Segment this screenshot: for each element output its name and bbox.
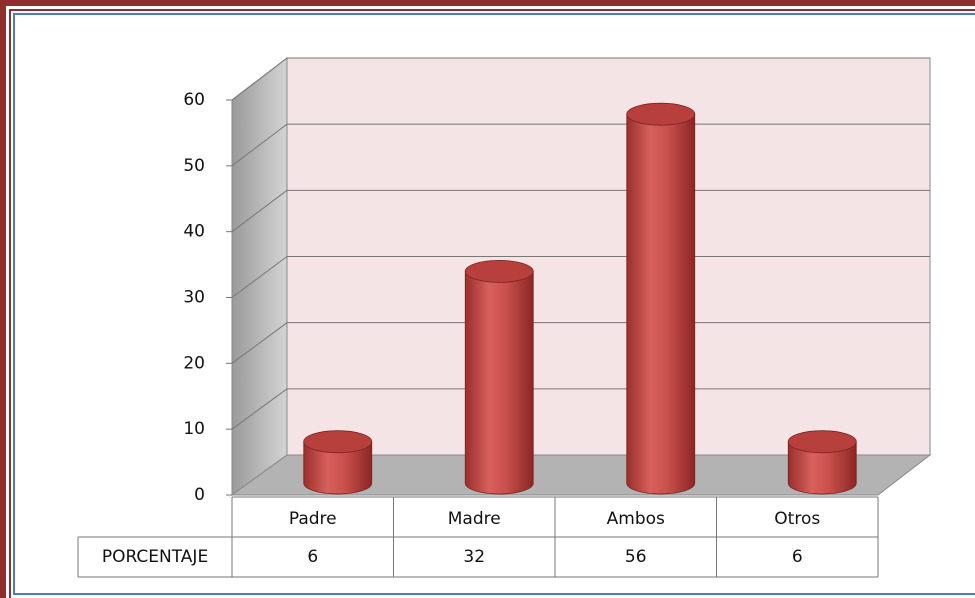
y-tick-label: 30 <box>183 288 205 308</box>
y-tick-label: 40 <box>183 222 205 242</box>
table-value: 32 <box>463 547 485 567</box>
bars <box>303 102 857 495</box>
data-table <box>77 496 879 578</box>
x-tick-label: Ambos <box>607 509 665 529</box>
floor <box>230 454 932 496</box>
cylinder-top <box>303 430 373 454</box>
cylinder-top <box>787 430 857 454</box>
y-tick-label: 50 <box>183 156 205 176</box>
bar <box>787 430 857 495</box>
cylinder-body <box>464 271 534 495</box>
x-tick-label: Padre <box>289 509 337 529</box>
cylinder-top <box>464 259 534 283</box>
bar <box>303 430 373 495</box>
grid-line <box>231 256 288 298</box>
grid-line <box>231 322 288 364</box>
grid <box>231 57 930 430</box>
cylinder-body <box>626 113 696 495</box>
grid-line <box>231 123 288 167</box>
frame-blue <box>13 13 975 595</box>
x-tick-label: Madre <box>448 509 501 529</box>
frame-inner <box>9 9 975 598</box>
x-tick-label: Otros <box>774 509 820 529</box>
cylinder-body <box>787 441 857 495</box>
grid-line <box>231 57 288 101</box>
bar <box>626 102 696 495</box>
table-value: 6 <box>307 547 318 567</box>
bar <box>464 259 534 495</box>
table-value: 56 <box>625 547 647 567</box>
cylinder-top <box>626 102 696 126</box>
y-tick-label: 10 <box>183 419 205 439</box>
table-value: 6 <box>792 547 803 567</box>
y-tick-label: 0 <box>194 485 205 505</box>
legend-label: PORCENTAJE <box>102 547 208 567</box>
y-tick-label: 20 <box>183 353 205 373</box>
grid-line <box>231 189 288 233</box>
cylinder-body <box>303 441 373 495</box>
y-tick-label: 60 <box>183 90 205 110</box>
grid-line <box>231 388 288 430</box>
